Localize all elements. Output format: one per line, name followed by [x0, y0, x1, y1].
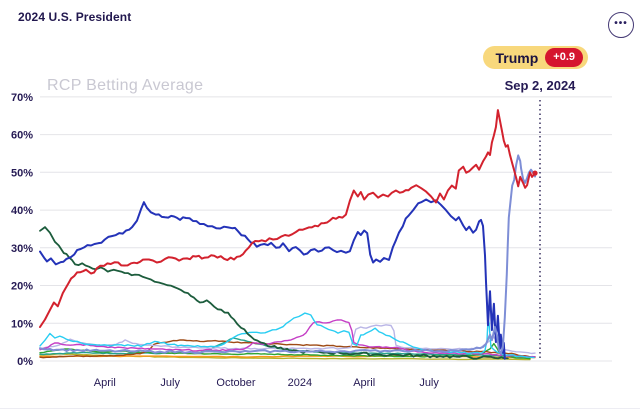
- series-line-red-trump: [39, 109, 536, 328]
- series-line-olive: [39, 353, 531, 361]
- y-tick-label: 40%: [11, 205, 33, 217]
- leader-badge: Trump +0.9: [482, 46, 588, 69]
- ellipsis-icon: •••: [614, 17, 628, 29]
- y-tick-label: 0%: [17, 356, 33, 368]
- y-tick-label: 70%: [11, 92, 33, 104]
- series-line-magenta: [39, 319, 536, 358]
- series-line-forest-green: [39, 226, 509, 360]
- series-line-teal: [39, 337, 536, 358]
- leader-margin-badge: +0.9: [545, 48, 583, 67]
- x-tick-label: 2024: [288, 377, 312, 389]
- date-label: Sep 2, 2024: [504, 78, 576, 93]
- y-tick-label: 60%: [11, 130, 33, 142]
- x-tick-label: July: [160, 377, 180, 389]
- series-line-periwinkle: [39, 154, 536, 355]
- bottom-divider: [0, 408, 640, 409]
- chart-watermark: RCP Betting Average: [47, 77, 204, 94]
- x-tick-label: April: [94, 377, 116, 389]
- x-tick-label: October: [216, 377, 255, 389]
- x-tick-label: July: [419, 377, 439, 389]
- page-title: 2024 U.S. President: [18, 10, 132, 24]
- y-tick-label: 10%: [11, 318, 33, 330]
- y-tick-label: 50%: [11, 167, 33, 179]
- series-line-dark-blue: [39, 198, 506, 360]
- x-tick-label: April: [353, 377, 375, 389]
- series-end-dot: [532, 170, 538, 176]
- series-line-cyan: [39, 312, 535, 359]
- y-tick-label: 20%: [11, 281, 33, 293]
- leader-name: Trump: [495, 49, 539, 66]
- more-options-button[interactable]: •••: [608, 12, 634, 38]
- y-tick-label: 30%: [11, 243, 33, 255]
